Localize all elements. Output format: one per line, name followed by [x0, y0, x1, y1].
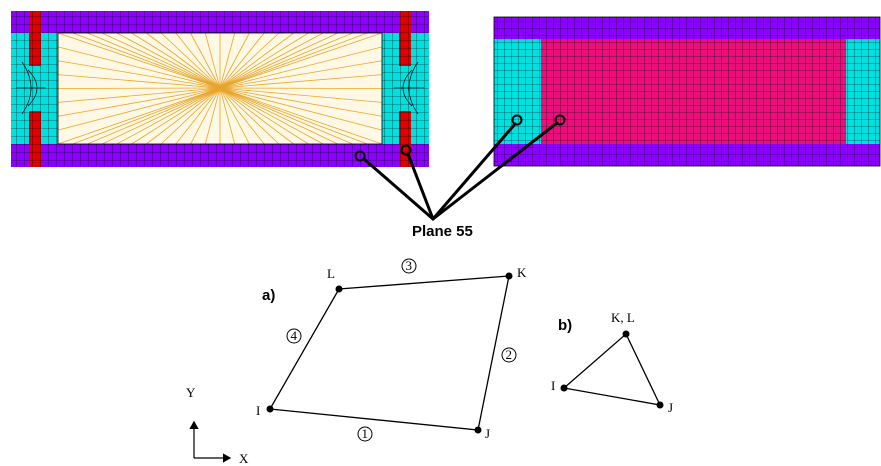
node-J-label: J	[485, 426, 490, 441]
left-core-fan-lines	[57, 32, 383, 145]
callout-marker	[511, 114, 523, 126]
face-4-marker: 4	[286, 328, 302, 344]
tri-element-b: b) K, L J I	[551, 310, 673, 415]
callout-marker	[554, 114, 566, 126]
face-1-marker: 1	[357, 426, 373, 442]
node-K-point	[505, 272, 513, 280]
plane55-callout: Plane 55	[354, 114, 566, 240]
node-I-point	[266, 405, 274, 413]
callout-label: Plane 55	[412, 223, 473, 240]
element-b-tag: b)	[558, 317, 572, 334]
callout-leader-lines	[362, 121, 559, 221]
node-J-point	[656, 401, 664, 409]
right-hole-patch	[394, 61, 424, 115]
element-a-tag: a)	[262, 287, 275, 304]
left-hole-patch	[16, 61, 46, 115]
right-mesh-model	[493, 16, 881, 167]
x-axis-label: X	[239, 451, 249, 466]
callout-marker	[400, 144, 412, 156]
node-KL-point	[622, 330, 630, 338]
svg-text:4: 4	[291, 328, 298, 343]
quad-outline	[268, 275, 510, 431]
node-KL-label: K, L	[611, 310, 635, 325]
face-3-marker: 3	[401, 258, 417, 274]
svg-text:1: 1	[362, 426, 369, 441]
quad-element-a: a) L K J I 1 2 3 4	[256, 258, 527, 442]
tri-outline	[562, 332, 662, 406]
node-J-point	[474, 426, 482, 434]
node-L-label: L	[327, 266, 335, 281]
y-axis-label: Y	[186, 385, 196, 400]
callout-marker	[354, 150, 366, 162]
node-I-label: I	[551, 378, 555, 393]
left-mesh-model	[11, 11, 429, 167]
node-L-point	[335, 285, 343, 293]
face-2-marker: 2	[501, 347, 517, 363]
svg-text:3: 3	[406, 258, 413, 273]
node-I-label: I	[256, 403, 260, 418]
svg-text:2: 2	[506, 347, 513, 362]
coordinate-axes: Y X	[186, 385, 249, 466]
node-J-label: J	[668, 400, 673, 415]
node-K-label: K	[517, 265, 527, 280]
node-I-point	[560, 384, 568, 392]
